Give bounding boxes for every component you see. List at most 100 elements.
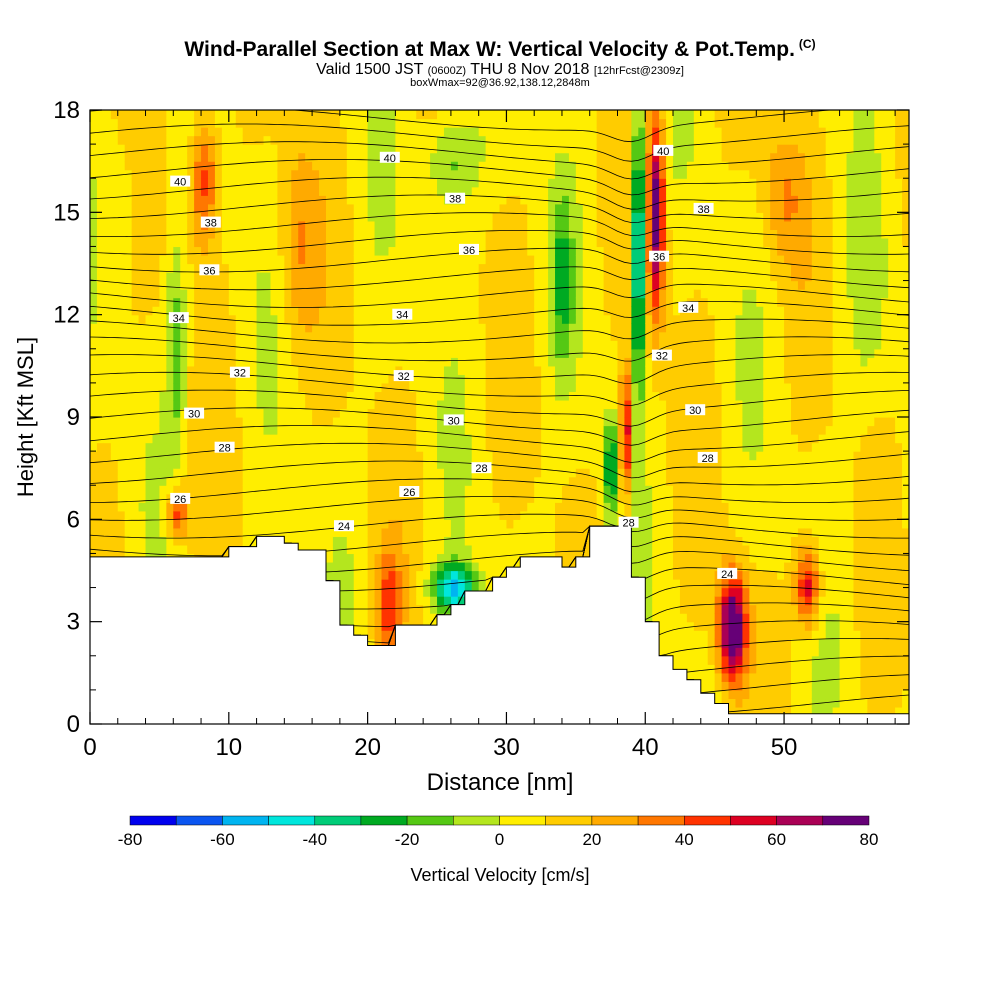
w-cell [353, 468, 362, 478]
w-cell [534, 527, 542, 537]
w-cell [201, 476, 209, 486]
w-cell [117, 348, 126, 358]
w-cell [360, 254, 369, 265]
w-cell [291, 212, 299, 222]
w-cell [409, 306, 417, 316]
w-cell [90, 178, 98, 188]
w-cell [207, 297, 216, 307]
w-cell [187, 135, 195, 145]
w-cell [117, 519, 126, 529]
w-cell [485, 493, 494, 503]
w-cell [96, 331, 105, 341]
w-cell [513, 220, 521, 230]
w-cell [103, 306, 112, 316]
w-cell [312, 451, 320, 461]
w-cell [499, 442, 508, 452]
w-cell [513, 186, 521, 196]
w-cell [201, 374, 209, 384]
w-cell [478, 186, 487, 196]
w-cell [430, 391, 438, 401]
w-cell [541, 502, 549, 512]
w-cell [346, 391, 355, 401]
w-cell [228, 297, 237, 307]
w-cell [159, 135, 167, 145]
w-cell [312, 519, 320, 529]
w-cell [520, 195, 528, 205]
w-cell [478, 476, 487, 486]
w-cell [138, 331, 147, 341]
w-cell [152, 237, 161, 248]
w-cell [180, 254, 188, 265]
w-cell [339, 144, 348, 154]
w-cell [152, 425, 161, 435]
w-cell [284, 314, 292, 324]
w-cell [395, 579, 403, 589]
w-cell [520, 365, 528, 375]
w-cell [541, 161, 549, 171]
w-cell [499, 212, 508, 222]
w-cell [534, 399, 542, 410]
w-cell [117, 272, 126, 282]
w-cell [256, 493, 265, 503]
w-cell [173, 127, 181, 137]
w-cell [201, 536, 209, 546]
w-cell [152, 297, 161, 307]
w-cell [520, 519, 528, 529]
w-cell [367, 485, 376, 495]
w-cell [555, 544, 563, 555]
w-cell [180, 237, 188, 248]
w-cell [561, 212, 570, 222]
w-cell [277, 110, 285, 120]
w-cell [221, 544, 230, 555]
w-cell [131, 161, 140, 171]
w-cell [527, 459, 535, 469]
w-cell [492, 144, 501, 154]
w-cell [180, 220, 188, 230]
w-cell [221, 178, 230, 188]
w-cell [152, 365, 161, 375]
w-cell [117, 442, 126, 452]
w-cell [263, 425, 272, 435]
w-cell [305, 229, 313, 239]
w-cell [548, 220, 556, 230]
w-cell [492, 382, 501, 393]
w-cell [492, 331, 501, 341]
w-cell [416, 587, 424, 597]
w-cell [96, 237, 105, 248]
w-cell [548, 127, 556, 137]
w-cell [270, 331, 278, 341]
w-cell [207, 502, 216, 512]
w-cell [443, 425, 452, 435]
w-cell [207, 425, 216, 435]
w-cell [207, 254, 216, 265]
w-cell [402, 220, 410, 230]
w-cell [534, 152, 542, 162]
w-cell [492, 408, 501, 418]
w-cell [221, 246, 230, 256]
w-cell [527, 306, 535, 316]
w-cell [499, 417, 508, 427]
w-cell [395, 237, 403, 248]
w-cell [561, 485, 570, 495]
w-cell [360, 442, 369, 452]
w-cell [298, 306, 306, 316]
w-cell [471, 527, 480, 537]
w-cell [305, 399, 313, 410]
w-cell [520, 510, 528, 520]
w-cell [242, 382, 251, 393]
w-cell [298, 144, 306, 154]
w-cell [96, 374, 105, 384]
w-cell [492, 536, 501, 546]
w-cell [548, 519, 556, 529]
w-cell [430, 425, 438, 435]
w-cell [96, 195, 105, 205]
w-cell [388, 613, 396, 623]
w-cell [367, 323, 376, 333]
w-cell [249, 289, 258, 299]
w-cell [235, 118, 244, 128]
w-cell [298, 374, 306, 384]
w-cell [541, 178, 549, 188]
w-cell [214, 357, 223, 367]
w-cell [103, 229, 112, 239]
w-cell [221, 493, 230, 503]
